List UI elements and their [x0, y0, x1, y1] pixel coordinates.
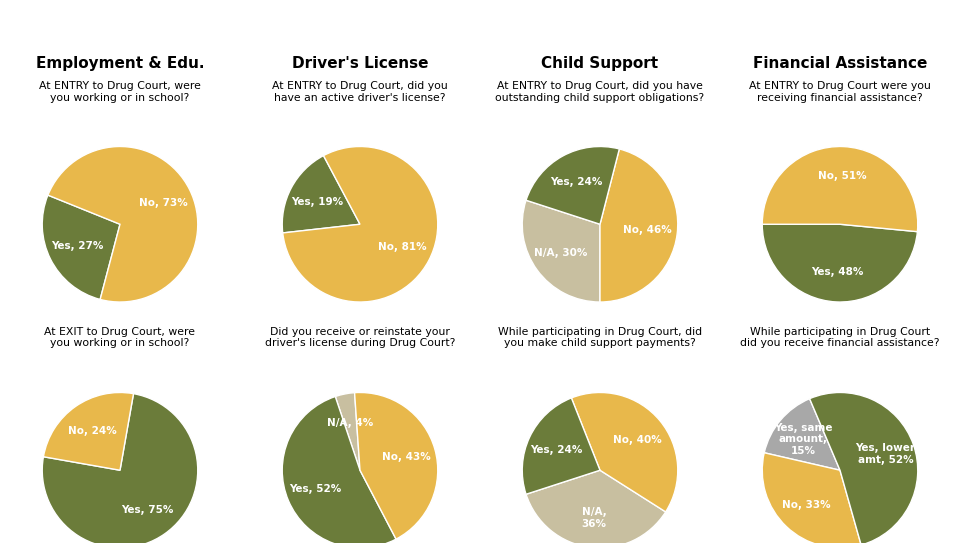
- Wedge shape: [522, 398, 600, 494]
- Wedge shape: [354, 393, 438, 539]
- Text: No, 43%: No, 43%: [382, 452, 431, 462]
- Text: No, 81%: No, 81%: [378, 242, 427, 252]
- Text: Driver's License: Driver's License: [292, 56, 428, 72]
- Wedge shape: [526, 147, 619, 224]
- Wedge shape: [522, 200, 600, 302]
- Wedge shape: [282, 156, 360, 233]
- Wedge shape: [42, 394, 198, 543]
- Text: Child Support: Child Support: [541, 56, 659, 72]
- Text: Drug Court Survey: Is Anyone Better Off? 2016-2024: Drug Court Survey: Is Anyone Better Off?…: [130, 14, 830, 37]
- Text: No, 51%: No, 51%: [818, 171, 867, 181]
- Wedge shape: [48, 147, 198, 302]
- Text: No, 46%: No, 46%: [623, 225, 672, 235]
- Wedge shape: [42, 195, 120, 299]
- Text: N/A, 30%: N/A, 30%: [535, 248, 588, 257]
- Text: While participating in Drug Court
did you receive financial assistance?: While participating in Drug Court did yo…: [740, 327, 940, 349]
- Text: Financial Assistance: Financial Assistance: [753, 56, 927, 72]
- Text: Yes, lower
amt, 52%: Yes, lower amt, 52%: [855, 444, 916, 465]
- Text: Yes, 19%: Yes, 19%: [291, 197, 344, 207]
- Text: N/A,
36%: N/A, 36%: [582, 507, 607, 529]
- Text: Yes, 75%: Yes, 75%: [122, 505, 174, 515]
- Wedge shape: [43, 393, 133, 470]
- Wedge shape: [526, 470, 665, 543]
- Text: Did you receive or reinstate your
driver's license during Drug Court?: Did you receive or reinstate your driver…: [265, 327, 455, 349]
- Text: No, 24%: No, 24%: [68, 426, 117, 435]
- Text: At ENTRY to Drug Court were you
receiving financial assistance?: At ENTRY to Drug Court were you receivin…: [749, 81, 931, 103]
- Text: No, 33%: No, 33%: [782, 500, 831, 510]
- Wedge shape: [762, 453, 861, 543]
- Text: At EXIT to Drug Court, were
you working or in school?: At EXIT to Drug Court, were you working …: [44, 327, 196, 349]
- Wedge shape: [282, 396, 396, 543]
- Wedge shape: [762, 224, 918, 302]
- Text: Yes, same
amount,
15%: Yes, same amount, 15%: [774, 422, 832, 456]
- Wedge shape: [571, 393, 678, 512]
- Wedge shape: [283, 147, 438, 302]
- Text: Yes, 27%: Yes, 27%: [51, 241, 103, 251]
- Text: Yes, 48%: Yes, 48%: [811, 267, 864, 277]
- Wedge shape: [335, 393, 360, 470]
- Text: No, 73%: No, 73%: [139, 198, 187, 207]
- Text: Yes, 24%: Yes, 24%: [551, 177, 603, 187]
- Text: Employment & Edu.: Employment & Edu.: [36, 56, 204, 72]
- Text: At ENTRY to Drug Court, did you have
outstanding child support obligations?: At ENTRY to Drug Court, did you have out…: [495, 81, 705, 103]
- Wedge shape: [764, 399, 840, 470]
- Text: Yes, 52%: Yes, 52%: [290, 484, 342, 494]
- Text: Yes, 24%: Yes, 24%: [530, 445, 583, 454]
- Wedge shape: [762, 147, 918, 232]
- Text: At ENTRY to Drug Court, were
you working or in school?: At ENTRY to Drug Court, were you working…: [39, 81, 201, 103]
- Text: While participating in Drug Court, did
you make child support payments?: While participating in Drug Court, did y…: [498, 327, 702, 349]
- Text: No, 40%: No, 40%: [612, 434, 661, 445]
- Wedge shape: [600, 149, 678, 302]
- Text: N/A, 4%: N/A, 4%: [327, 418, 373, 428]
- Wedge shape: [809, 393, 918, 543]
- Text: At ENTRY to Drug Court, did you
have an active driver's license?: At ENTRY to Drug Court, did you have an …: [272, 81, 448, 103]
